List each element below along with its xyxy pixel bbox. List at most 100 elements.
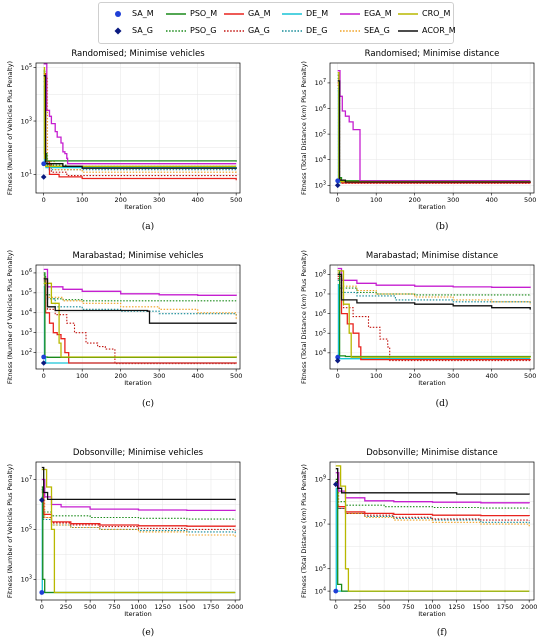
marker-sa-g <box>333 481 339 488</box>
marker-sa-m <box>333 588 339 594</box>
legend-swatch <box>166 13 186 15</box>
marker-sa-g <box>334 182 341 189</box>
series-line-acor-m <box>43 75 237 169</box>
series-line-ega-m <box>43 63 237 165</box>
marker-sa-g <box>334 357 341 364</box>
x-tick-label: 500 <box>524 372 536 380</box>
y-axis-label: Fitness (Total Distance (km) Plus Penalt… <box>300 61 308 195</box>
legend-swatch <box>398 30 418 32</box>
legend-label: PSO_M <box>190 9 218 18</box>
legend-label: ACOR_M <box>422 26 456 35</box>
legend-label: GA_M <box>248 9 271 18</box>
x-tick-label: 2000 <box>227 603 244 611</box>
series-line-ga-m <box>43 278 237 364</box>
series-line-ega-m <box>337 70 531 182</box>
y-tick-label: 106 <box>21 268 32 277</box>
x-tick-label: 400 <box>485 372 497 380</box>
series-line-sea-g <box>43 77 237 174</box>
marker-sa-g <box>39 497 45 503</box>
x-tick-label: 1750 <box>203 603 220 611</box>
y-tick-label: 103 <box>21 116 32 125</box>
series-line-cro-m <box>337 270 531 358</box>
y-axis-label: Fitness (Total Distance (km) Plus Penalt… <box>300 464 308 598</box>
x-tick-label: 100 <box>370 372 382 380</box>
x-tick-label: 250 <box>60 603 72 611</box>
chart-panel-e: 0 250 500 750 1000 1250 1500 1750 2000 103 105 107 D… <box>6 448 243 638</box>
marker-sa-m <box>335 178 341 184</box>
y-tick-label: 105 <box>21 288 32 297</box>
x-tick-label: 200 <box>114 196 126 204</box>
y-tick-label: 107 <box>315 519 326 528</box>
x-tick-label: 0 <box>336 196 340 204</box>
y-axis-label: Fitness (Number of Vehicles Plus Penalty… <box>6 61 14 195</box>
axes-frame <box>329 461 535 601</box>
chart-title: Dobsonville; Minimise vehicles <box>73 448 204 458</box>
marker-sa-g <box>40 360 47 366</box>
x-tick-label: 1000 <box>130 603 147 611</box>
series-line-pso-m <box>337 74 531 182</box>
panel-caption: (e) <box>142 627 154 638</box>
series-line-ega-m <box>43 268 237 296</box>
grid <box>330 462 534 600</box>
legend-swatch <box>224 13 244 15</box>
x-tick-label: 0 <box>42 196 46 204</box>
marker-sa-m <box>41 354 47 360</box>
x-tick-label: 2000 <box>521 603 538 611</box>
series-line-pso-g <box>43 71 237 167</box>
y-axis-label: Fitness (Number of Vehicles Plus Penalty… <box>6 250 14 384</box>
panel-caption: (b) <box>436 221 449 232</box>
legend-swatch <box>340 30 360 32</box>
legend-label: SA_M <box>132 9 154 18</box>
legend-label: DE_M <box>306 9 329 18</box>
series-line-sea-g <box>337 82 531 183</box>
series-line-pso-g <box>337 77 531 183</box>
x-tick-label: 100 <box>370 196 382 204</box>
x-tick-label: 400 <box>191 372 203 380</box>
axes-frame <box>329 264 535 370</box>
x-tick-label: 500 <box>378 603 390 611</box>
chart-title: Randomised; Minimise distance <box>365 49 500 59</box>
series-line-cro-m <box>43 67 237 167</box>
legend-swatch <box>224 30 244 32</box>
x-axis-label: Iteration <box>418 203 446 211</box>
legend-swatch <box>115 11 121 17</box>
x-axis-label: Iteration <box>124 379 152 387</box>
x-tick-label: 200 <box>408 372 420 380</box>
legend-label: SA_G <box>132 26 153 35</box>
y-tick-label: 108 <box>315 270 326 279</box>
y-tick-label: 107 <box>315 78 326 87</box>
grid <box>36 63 240 193</box>
y-tick-label: 105 <box>21 63 32 72</box>
x-tick-label: 750 <box>108 603 120 611</box>
x-tick-label: 1250 <box>448 603 465 611</box>
series-line-acor-m <box>337 80 531 183</box>
chart-title: Randomised; Minimise vehicles <box>71 49 205 59</box>
y-tick-label: 101 <box>21 170 32 179</box>
x-tick-label: 400 <box>485 196 497 204</box>
series-line-acor-m <box>337 273 531 310</box>
marker-sa-m <box>39 590 45 595</box>
panel-caption: (c) <box>142 398 154 409</box>
grid <box>330 63 534 193</box>
chart-panel-c: 0 100 200 300 400 500 102 103 104 105 106 Marabasta… <box>6 250 242 409</box>
series-line-sea-g <box>337 272 531 305</box>
x-tick-label: 300 <box>447 372 459 380</box>
x-tick-label: 300 <box>153 372 165 380</box>
legend-label: PSO_G <box>190 26 217 35</box>
series-line-de-g <box>43 282 237 316</box>
chart-panel-d: 0 100 200 300 400 500 104 105 106 107 108 Marabasta… <box>300 250 536 409</box>
y-tick-label: 104 <box>315 155 326 164</box>
y-tick-label: 105 <box>21 525 32 534</box>
x-axis-label: Iteration <box>418 379 446 387</box>
series-line-ga-g <box>337 84 531 184</box>
x-axis-label: Iteration <box>418 610 446 618</box>
series-line-ga-g <box>43 75 237 177</box>
x-tick-label: 500 <box>84 603 96 611</box>
x-tick-label: 100 <box>76 196 88 204</box>
series-line-de-m <box>43 286 237 364</box>
panel-caption: (d) <box>436 398 449 409</box>
series-line-cro-m <box>337 72 531 183</box>
chart-title: Marabastad; Minimise distance <box>366 251 498 261</box>
x-tick-label: 500 <box>230 372 242 380</box>
y-tick-label: 103 <box>21 575 32 584</box>
